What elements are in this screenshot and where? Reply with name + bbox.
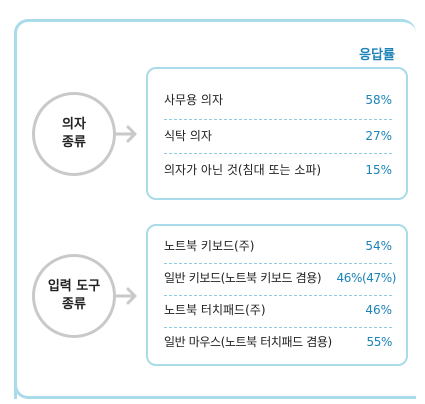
row-label: 일반 마우스(노트북 터치패드 겸용) [164, 335, 332, 349]
table-row: 일반 마우스(노트북 터치패드 겸용) 55% [164, 333, 392, 350]
arrow-icon [115, 287, 137, 305]
table-row: 일반 키보드(노트북 키보드 겸용) 46%(47%) [164, 269, 396, 286]
row-label: 의자가 아닌 것(침대 또는 소파) [164, 163, 322, 177]
row-value: 46% [365, 302, 392, 317]
row-value: 46%(47%) [336, 270, 396, 285]
table-row: 노트북 키보드(주) 54% [164, 237, 392, 254]
table-row: 식탁 의자 27% [164, 127, 392, 144]
category-line: 의자 [62, 117, 86, 132]
group-box-input-tool: 노트북 키보드(주) 54% 일반 키보드(노트북 키보드 겸용) 46%(47… [146, 224, 408, 366]
table-row: 사무용 의자 58% [164, 91, 392, 108]
row-value: 27% [365, 128, 392, 143]
row-value: 55% [366, 334, 393, 349]
category-circle-chair: 의자 종류 [32, 92, 116, 176]
row-value: 15% [365, 162, 392, 177]
row-divider [164, 153, 392, 154]
category-line: 입력 도구 [47, 279, 101, 294]
row-divider [164, 263, 392, 264]
row-divider [164, 119, 392, 120]
category-line: 종류 [62, 135, 86, 150]
row-value: 58% [365, 92, 392, 107]
category-circle-input-tool: 입력 도구 종류 [32, 254, 116, 338]
row-label: 일반 키보드(노트북 키보드 겸용) [164, 271, 322, 285]
row-label: 사무용 의자 [164, 93, 224, 107]
table-row: 의자가 아닌 것(침대 또는 소파) 15% [164, 161, 392, 178]
column-header: 응답률 [359, 48, 395, 63]
row-value: 54% [365, 238, 392, 253]
outer-frame [14, 19, 416, 399]
outer-frame-bottom [14, 385, 416, 399]
arrow-icon [115, 125, 137, 143]
row-label: 노트북 터치패드(주) [164, 303, 266, 317]
row-divider [164, 327, 392, 328]
row-label: 노트북 키보드(주) [164, 239, 255, 253]
row-label: 식탁 의자 [164, 129, 212, 143]
row-divider [164, 295, 392, 296]
table-row: 노트북 터치패드(주) 46% [164, 301, 392, 318]
group-box-chair: 사무용 의자 58% 식탁 의자 27% 의자가 아닌 것(침대 또는 소파) … [146, 67, 408, 200]
category-line: 종류 [62, 297, 86, 312]
